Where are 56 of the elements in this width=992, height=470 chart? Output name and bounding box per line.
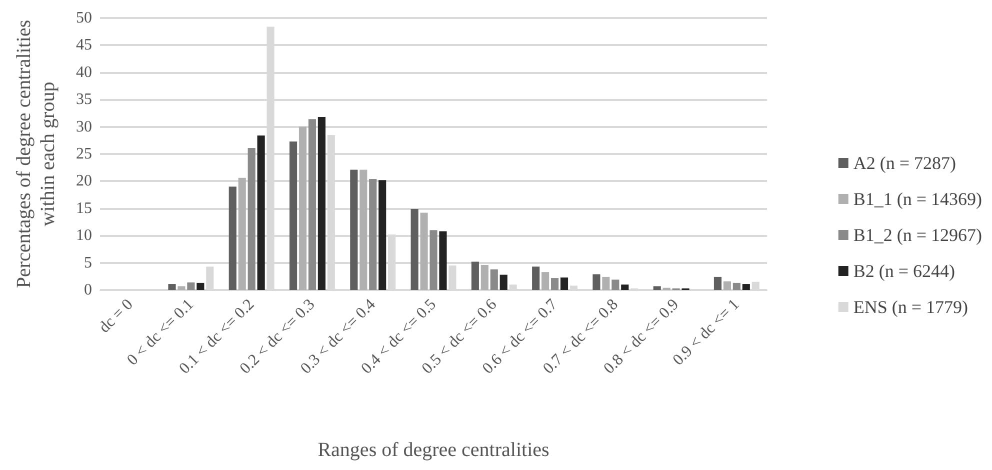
y-tick-label: 45 [76, 36, 92, 54]
bar [490, 269, 498, 290]
bar [471, 262, 479, 290]
y-tick-label: 15 [76, 200, 92, 217]
y-tick-label: 50 [76, 10, 92, 26]
x-axis-title: Ranges of degree centralities [318, 439, 550, 461]
bar [621, 284, 629, 290]
bar [378, 180, 386, 290]
bar [420, 212, 428, 290]
bar [439, 231, 447, 290]
bar [196, 282, 204, 290]
bar [532, 266, 540, 290]
bar [178, 286, 186, 290]
y-tick-label: 30 [76, 118, 92, 136]
bar [257, 136, 265, 290]
bar [714, 276, 722, 290]
bar [318, 117, 326, 290]
y-tick-label: 25 [76, 146, 92, 162]
bar [592, 274, 600, 290]
bar [742, 284, 750, 290]
bar [430, 230, 438, 290]
bar [369, 179, 377, 290]
bar [248, 148, 256, 290]
y-tick-label: 0 [84, 282, 92, 298]
bar [308, 119, 316, 290]
y-tick-label: 20 [76, 172, 92, 190]
bar [228, 186, 236, 290]
legend-label: B2 (n = 6244) [853, 261, 956, 281]
y-tick-label: 10 [76, 227, 92, 244]
bar [612, 280, 620, 290]
legend-label: B1_2 (n = 12967) [853, 225, 982, 245]
y-tick-label: 5 [84, 254, 92, 272]
bar [289, 141, 298, 290]
x-tick-label: dc = 0 [96, 296, 136, 336]
bar [732, 282, 740, 290]
y-tick-label: 35 [76, 91, 92, 108]
bar [168, 284, 176, 290]
bar [350, 170, 358, 290]
legend-label: ENS (n = 1779) [853, 297, 968, 317]
bar [550, 278, 559, 290]
y-axis-title: Percentages of degree centralities within each group [13, 20, 59, 288]
legend-label: B1_1 (n = 14369) [853, 189, 982, 209]
bar [560, 277, 568, 290]
bar [653, 286, 661, 290]
bar [410, 208, 418, 290]
bar [723, 281, 731, 290]
y-tick-label: 40 [76, 64, 92, 81]
legend-label: A2 (n = 7287) [853, 153, 956, 173]
bar [500, 274, 508, 290]
bar [480, 264, 488, 290]
bar [187, 282, 195, 290]
bar [360, 170, 368, 290]
bar [602, 276, 610, 290]
bar [542, 272, 550, 290]
bar [238, 178, 246, 290]
bar [298, 126, 307, 290]
